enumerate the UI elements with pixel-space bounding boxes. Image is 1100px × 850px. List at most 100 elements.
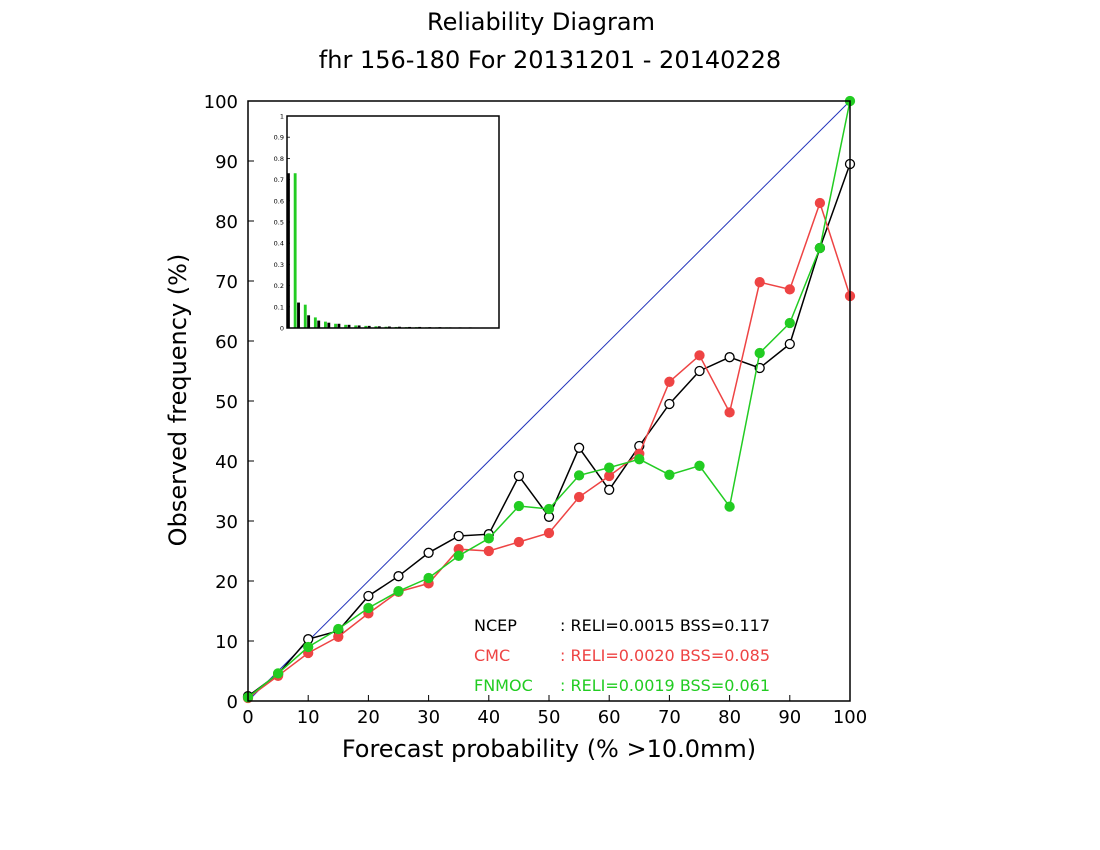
data-point-fnmoc — [573, 470, 585, 481]
y-tick-label: 30 — [215, 512, 238, 533]
y-tick-label: 90 — [215, 152, 238, 173]
chart-subtitle: fhr 156-180 For 20131201 - 20140228 — [319, 46, 781, 74]
inset-y-tick-label: 0.7 — [274, 176, 284, 184]
inset-bar-fnmoc — [324, 321, 327, 328]
inset-y-tick-label: 0.4 — [274, 240, 284, 248]
data-point-cmc — [694, 350, 705, 361]
inset-y-tick-label: 0.6 — [274, 197, 284, 205]
legend-stats-cmc: : RELI=0.0020 BSS=0.085 — [560, 646, 770, 665]
data-point-ncep — [363, 590, 374, 602]
inset-bar-fnmoc — [303, 304, 307, 328]
legend-name-cmc: CMC — [474, 646, 510, 665]
inset-bar-ncep — [317, 320, 321, 328]
plot-frame — [247, 100, 851, 702]
x-tick-label: 20 — [357, 707, 380, 728]
y-tick-label: 50 — [215, 392, 238, 413]
x-tick-label: 100 — [833, 707, 867, 728]
y-tick-label: 10 — [215, 632, 238, 653]
data-point-fnmoc — [724, 501, 735, 512]
y-tick-label: 70 — [215, 272, 238, 293]
y-tick-label: 60 — [215, 332, 238, 353]
inset-y-tick-label: 1 — [280, 113, 284, 121]
inset-y-tick-label: 0 — [280, 325, 284, 333]
x-tick-label: 50 — [538, 707, 561, 728]
inset-bar-fnmoc — [374, 326, 378, 328]
data-point-fnmoc — [604, 462, 615, 473]
x-tick-label: 10 — [297, 707, 320, 728]
plot-area: 0 10 20 30 40 50 60 70 80 90 100010203040506070809… — [204, 92, 868, 728]
data-point-ncep — [724, 352, 735, 363]
inset-bar-fnmoc — [334, 323, 337, 328]
data-point-fnmoc — [363, 602, 374, 614]
inset-bar-ncep — [377, 326, 381, 328]
y-tick-label: 100 — [204, 92, 238, 113]
y-tick-label: 40 — [215, 452, 238, 473]
inset-bar-ncep — [297, 302, 300, 328]
data-point-cmc — [513, 536, 525, 548]
inset-bar-fnmoc — [344, 324, 348, 328]
legend-stats-ncep: : RELI=0.0015 BSS=0.117 — [560, 616, 770, 635]
inset-bar-fnmoc — [354, 325, 358, 328]
inset-histogram: 0 0.1 0.2 0.3 0.4 0.5 0.6 0.7 0.8 0.9 1 — [274, 113, 500, 333]
inset-bar-fnmoc — [313, 317, 317, 328]
data-point-cmc — [784, 284, 795, 295]
data-point-fnmoc — [754, 347, 765, 359]
data-point-ncep — [573, 442, 585, 453]
y-tick-label: 0 — [227, 692, 238, 713]
x-tick-label: 0 — [242, 707, 253, 728]
x-tick-label: 90 — [778, 707, 801, 728]
inset-y-tick-label: 0.9 — [274, 134, 284, 142]
inset-bar-ncep — [287, 173, 290, 328]
data-point-fnmoc — [634, 454, 645, 465]
data-point-cmc — [754, 277, 765, 288]
legend-stats-fnmoc: : RELI=0.0019 BSS=0.061 — [560, 676, 770, 695]
data-point-fnmoc — [784, 317, 795, 329]
data-point-fnmoc — [814, 242, 826, 254]
x-tick-label: 40 — [477, 707, 500, 728]
inset-y-tick-label: 0.2 — [274, 282, 284, 290]
data-point-ncep — [453, 530, 464, 542]
perfect-reliability-line — [247, 100, 851, 702]
data-point-cmc — [664, 376, 675, 387]
inset-background — [287, 116, 499, 328]
legend-name-ncep: NCEP — [474, 616, 517, 635]
data-point-fnmoc — [664, 469, 675, 480]
data-point-fnmoc — [423, 572, 434, 584]
y-axis-label: Observed frequency (%) — [164, 254, 192, 547]
inset-bar-ncep — [307, 315, 311, 328]
inset-bar-ncep — [337, 323, 341, 328]
data-point-cmc — [724, 407, 735, 418]
x-axis-label: Forecast probability (% >10.0mm) — [342, 735, 756, 763]
inset-bar-ncep — [357, 325, 361, 328]
data-point-fnmoc — [393, 586, 404, 597]
y-tick-label: 80 — [215, 212, 238, 233]
data-point-fnmoc — [513, 500, 525, 512]
data-point-fnmoc — [333, 623, 344, 635]
data-point-ncep — [664, 398, 675, 410]
data-point-fnmoc — [272, 668, 284, 679]
inset-y-tick-label: 0.8 — [274, 155, 284, 163]
data-point-ncep — [393, 571, 404, 582]
y-tick-label: 20 — [215, 572, 238, 593]
inset-bar-ncep — [327, 322, 331, 328]
inset-frame — [286, 115, 500, 329]
inset-y-tick-label: 0.5 — [274, 219, 284, 227]
data-point-fnmoc — [303, 641, 314, 653]
data-point-fnmoc — [453, 550, 464, 561]
data-point-ncep — [513, 470, 525, 482]
data-point-cmc — [483, 545, 494, 557]
inset-bar-ncep — [347, 324, 351, 328]
inset-bar-fnmoc — [293, 173, 297, 328]
x-tick-label: 30 — [417, 707, 440, 728]
data-point-ncep — [784, 338, 795, 350]
x-tick-label: 60 — [598, 707, 621, 728]
data-point-cmc — [573, 491, 585, 503]
data-point-cmc — [814, 197, 826, 209]
inset-y-tick-label: 0.1 — [274, 303, 284, 311]
data-point-ncep — [694, 365, 705, 377]
x-tick-label: 80 — [718, 707, 741, 728]
data-point-fnmoc — [483, 533, 494, 544]
data-point-cmc — [604, 470, 615, 482]
data-point-fnmoc — [694, 460, 705, 471]
